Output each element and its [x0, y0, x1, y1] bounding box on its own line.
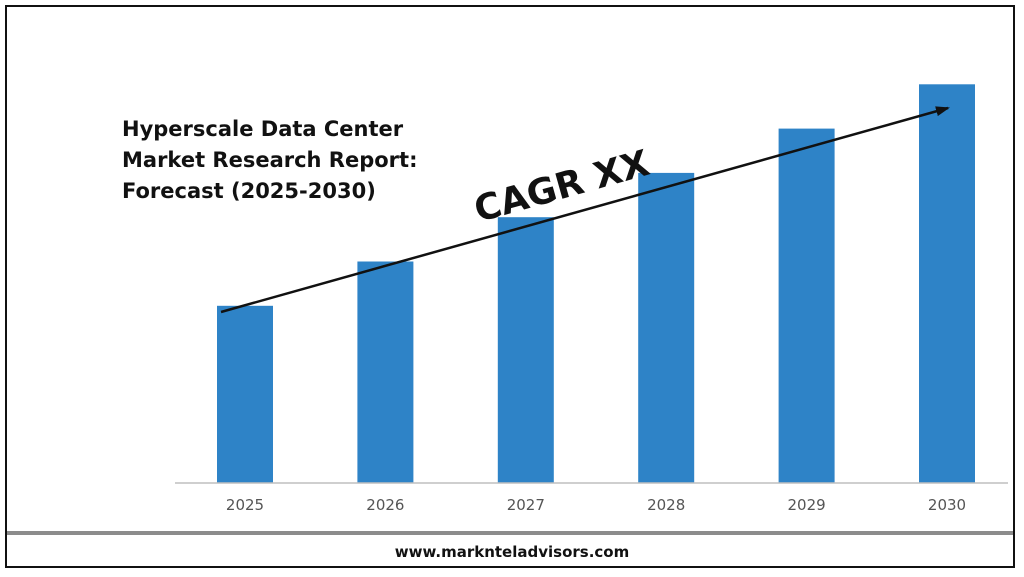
x-tick-label-2030: 2030: [928, 496, 966, 514]
bar-2029: [778, 128, 835, 483]
x-tick-label-2026: 2026: [366, 496, 404, 514]
bar-2026: [357, 261, 414, 483]
x-tick-label-2029: 2029: [788, 496, 826, 514]
cagr-label: CAGR XX: [470, 143, 654, 231]
footer-website: www.marknteladvisors.com: [394, 543, 630, 561]
bar-2027: [497, 217, 554, 483]
x-axis-ticks: 2025 2026 2027 2028 2029 2030: [226, 496, 966, 514]
x-tick-label-2028: 2028: [647, 496, 685, 514]
bar-2030: [919, 84, 975, 484]
trend-arrow: [220, 106, 950, 314]
title-line-2: Market Research Report:: [122, 148, 418, 172]
title-line-1: Hyperscale Data Center: [122, 117, 404, 141]
title-line-3: Forecast (2025-2030): [122, 179, 376, 203]
chart-title: Hyperscale Data Center Market Research R…: [122, 114, 452, 207]
footer-divider: [7, 531, 1013, 535]
x-tick-label-2025: 2025: [226, 496, 264, 514]
bars-group: [217, 84, 975, 484]
bar-2028: [638, 172, 695, 483]
bar-2025: [217, 305, 273, 483]
x-tick-label-2027: 2027: [507, 496, 545, 514]
